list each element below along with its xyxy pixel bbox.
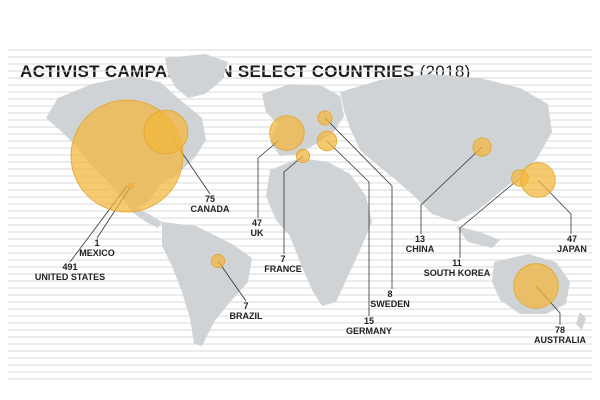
name-germany: GERMANY — [345, 326, 393, 336]
bubble-germany — [316, 130, 338, 152]
southeast-asia-islands — [456, 226, 500, 248]
south-america — [162, 222, 252, 346]
label-france: 7 FRANCE — [264, 254, 302, 274]
label-china: 13 CHINA — [406, 234, 435, 254]
name-uk: UK — [250, 228, 264, 238]
value-mexico: 1 — [94, 238, 100, 248]
leader-brazil — [217, 260, 247, 302]
value-uk: 47 — [251, 218, 262, 228]
name-brazil: BRAZIL — [229, 311, 263, 321]
label-mexico: 1 MEXICO — [79, 238, 115, 258]
name-sweden: SWEDEN — [370, 299, 410, 309]
africa — [266, 158, 372, 306]
label-canada: 75 CANADA — [191, 194, 230, 214]
value-china: 13 — [414, 234, 425, 244]
value-south-korea: 11 — [452, 258, 462, 268]
name-australia: AUSTRALIA — [534, 335, 586, 345]
leader-france — [283, 155, 304, 254]
bubble-uk — [269, 115, 305, 151]
name-mexico: MEXICO — [79, 248, 115, 258]
name-japan: JAPAN — [557, 244, 587, 254]
bubble-japan — [520, 162, 556, 198]
label-japan: 47 JAPAN — [557, 234, 587, 254]
value-australia: 78 — [554, 325, 565, 335]
label-germany: 15 GERMANY — [346, 316, 392, 336]
value-germany: 15 — [363, 316, 375, 326]
leader-south-korea — [459, 177, 521, 258]
name-france: FRANCE — [264, 264, 302, 274]
bubble-france — [295, 148, 311, 164]
name-canada: CANADA — [190, 204, 230, 214]
bubbles — [70, 99, 559, 309]
leader-germany — [326, 140, 370, 316]
value-france: 7 — [280, 254, 286, 264]
label-united-states: 491 UNITED STATES — [35, 262, 105, 282]
bubble-sweden — [317, 110, 333, 126]
leader-sweden — [324, 117, 393, 289]
label-south-korea: 11 SOUTH KOREA — [424, 258, 491, 278]
leader-china — [420, 146, 483, 234]
bubble-australia — [513, 263, 559, 309]
name-south-korea: SOUTH KOREA — [423, 268, 491, 278]
leader-uk — [257, 140, 279, 218]
name-china: CHINA — [405, 244, 435, 254]
value-canada: 75 — [204, 194, 215, 204]
bubble-canada — [143, 109, 189, 155]
bubble-mexico — [128, 183, 134, 189]
bubble-brazil — [210, 253, 226, 269]
greenland — [165, 54, 228, 98]
label-sweden: 8 SWEDEN — [370, 289, 410, 309]
bubble-china — [472, 137, 492, 157]
name-united-states: UNITED STATES — [34, 272, 106, 282]
label-australia: 78 AUSTRALIA — [534, 325, 586, 345]
value-brazil: 7 — [243, 301, 249, 311]
label-brazil: 7 BRAZIL — [230, 301, 263, 321]
value-united-states: 491 — [62, 262, 78, 272]
value-japan: 47 — [566, 234, 577, 244]
new-zealand — [576, 312, 586, 330]
leader-lines — [69, 117, 572, 325]
label-uk: 47 UK — [251, 218, 264, 238]
value-sweden: 8 — [387, 289, 393, 299]
asia — [340, 74, 552, 222]
